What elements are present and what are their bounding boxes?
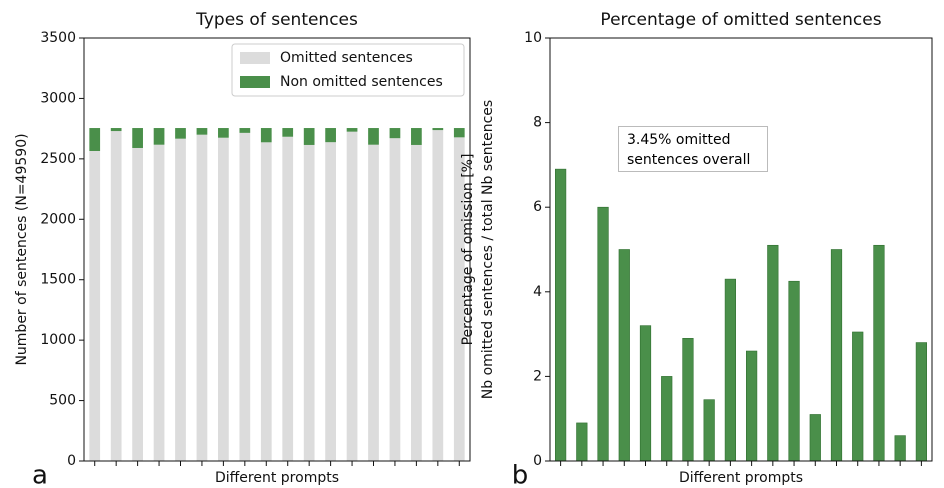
bar-segment	[153, 144, 165, 461]
bar-segment	[282, 136, 294, 461]
bar-segment	[110, 131, 122, 461]
bar-segment	[196, 128, 208, 135]
annotation-box: 3.45% omitted sentences overall	[618, 126, 768, 172]
bar-segment	[411, 144, 422, 462]
panel-label: b	[512, 461, 529, 488]
y-tick-label: 1000	[40, 332, 76, 348]
bar-segment	[368, 144, 379, 461]
bar-segment	[453, 137, 465, 461]
y-tick-label: 2500	[40, 151, 76, 167]
bar-segment	[132, 147, 143, 462]
bar-segment	[153, 128, 165, 145]
bar-segment	[389, 128, 401, 139]
legend-swatch	[240, 76, 270, 88]
bar-segment	[453, 128, 465, 138]
bar-segment	[196, 134, 208, 461]
bar	[618, 249, 630, 462]
y-tick-label: 0	[67, 453, 76, 469]
bar-segment	[89, 151, 101, 461]
bar-segment	[218, 137, 229, 461]
plot-frame	[549, 37, 933, 462]
bar	[639, 325, 652, 462]
y-tick-label: 2000	[40, 211, 76, 227]
y-tick-label: 4	[533, 284, 542, 300]
chart-title: Types of sentences	[195, 10, 358, 30]
bar	[788, 280, 800, 462]
y-tick-label: 0	[533, 453, 542, 469]
y-tick-label: 1500	[40, 272, 76, 288]
bar-segment	[389, 138, 401, 462]
x-axis-label: Different prompts	[215, 470, 339, 486]
bar	[873, 244, 885, 462]
bar-segment	[325, 142, 336, 461]
panel-label: a	[32, 461, 48, 488]
bar-segment	[175, 138, 186, 461]
bar	[661, 376, 673, 462]
bar	[724, 278, 736, 462]
legend-swatch	[240, 52, 270, 64]
bar-segment	[132, 128, 143, 148]
plot-frame	[83, 37, 471, 462]
y-axis-label: Number of sentences (N=49590)	[14, 133, 30, 365]
bar-segment	[346, 128, 358, 132]
legend-label: Omitted sentences	[280, 50, 413, 66]
bar-segment	[89, 128, 101, 152]
bar-segment	[175, 128, 186, 139]
bar-segment	[239, 132, 251, 461]
bar	[555, 168, 567, 462]
bar	[767, 244, 779, 462]
bar-segment	[303, 144, 315, 462]
bar	[809, 414, 821, 462]
bar	[830, 249, 843, 462]
y-axis-label: Percentage of omission [%]	[460, 154, 476, 346]
bar	[576, 422, 588, 462]
bar-segment	[368, 128, 379, 145]
bar	[597, 206, 609, 462]
bar	[894, 435, 906, 462]
x-axis-label: Different prompts	[679, 470, 803, 486]
bar	[915, 342, 927, 462]
bar-segment	[110, 128, 122, 132]
bar	[852, 331, 864, 462]
bar-segment	[260, 142, 272, 461]
y-axis-label: Nb omitted sentences / total Nb sentence…	[480, 100, 496, 399]
bar-segment	[346, 131, 358, 461]
bar	[682, 338, 694, 462]
bar-segment	[325, 128, 336, 143]
legend-label: Non omitted sentences	[280, 74, 443, 90]
y-tick-label: 500	[49, 393, 76, 409]
y-tick-label: 3000	[40, 90, 76, 106]
chart-title: Percentage of omitted sentences	[600, 10, 881, 30]
bar-segment	[411, 128, 422, 145]
annotation: 3.45% omitted sentences overall	[618, 126, 768, 172]
bar-segment	[303, 128, 315, 145]
y-tick-label: 6	[533, 199, 542, 215]
bar-segment	[432, 128, 444, 131]
y-tick-label: 10	[524, 30, 542, 46]
bar-segment	[432, 130, 444, 461]
bar-segment	[260, 128, 272, 143]
y-tick-label: 2	[533, 368, 542, 384]
bar-segment	[239, 128, 251, 133]
bar-segment	[282, 128, 294, 137]
y-tick-label: 3500	[40, 30, 76, 46]
bar	[746, 350, 758, 462]
bar	[703, 399, 715, 462]
legend-box	[231, 43, 465, 97]
y-tick-label: 8	[533, 115, 542, 131]
bar-segment	[218, 128, 229, 138]
